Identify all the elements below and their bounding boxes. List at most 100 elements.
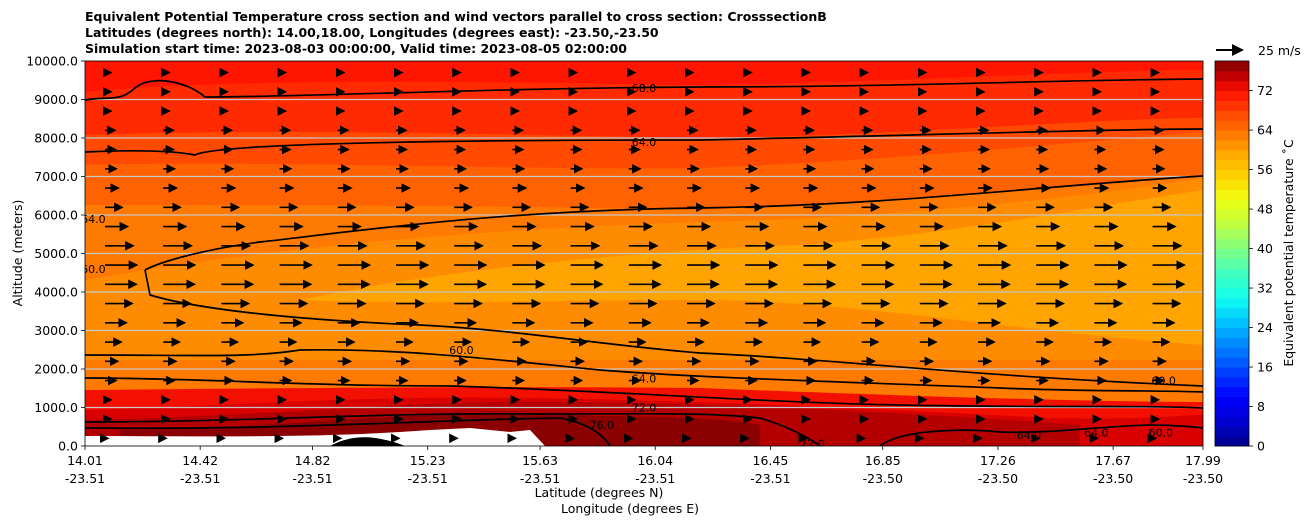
contour-label: 60.0 [1149,427,1174,440]
wind-reference-label: 25 m/s [1258,43,1301,58]
colorbar-step [1215,61,1249,72]
colorbar-step [1215,209,1249,220]
contour-64-4 [85,348,1203,393]
colorbar-tick-label: 48 [1257,202,1273,217]
colorbar-step [1215,288,1249,299]
colorbar-step [1215,110,1249,121]
wind-reference-key: 25 m/s [1216,43,1301,58]
colorbar-step [1215,367,1249,378]
terrain-lowland [85,428,545,446]
gridlines [85,98,1203,409]
contour-76-7 [85,417,611,446]
x-tick-label-lon: -23.51 [65,471,105,486]
contour-64-1 [85,128,1203,156]
y-tick-label: 2000.0 [34,362,78,377]
x-tick-label-lon: -23.51 [635,471,675,486]
colorbar-step [1215,149,1249,161]
colorbar-tick-label: 72 [1257,83,1273,98]
colorbar: 0 8 16 24 32 40 48 56 64 72 [1214,60,1273,454]
colorbar-step [1215,130,1249,141]
temperature-bands [85,70,1203,446]
colorbar-step [1215,406,1249,417]
colorbar-frame [1214,60,1250,447]
terrain [85,428,545,446]
contour-label: 60.0 [449,344,474,357]
colorbar-step [1215,278,1249,289]
x-axis: 14.01 -23.51 14.42 -23.51 14.82 -23.51 15.23 -2… [65,446,1223,486]
contour-label: 64.0 [632,136,657,149]
colorbar-label: Equivalent potential temperature ˚C [1281,139,1296,367]
x-tick-label-lat: 16.85 [865,453,901,468]
contour-label: 60.0 [81,263,106,276]
colorbar-step [1215,347,1249,358]
colorbar-step [1215,317,1249,329]
x-tick-label-lat: 16.45 [753,453,789,468]
y-axis: 0.0 1000.0 2000.0 3000.0 4000.0 5000.0 6000.0 7… [26,54,85,454]
colorbar-step [1215,139,1249,151]
colorbar-step [1215,307,1249,319]
x-tick-label-lat: 15.23 [410,453,446,468]
colorbar-step [1215,426,1249,437]
colorbar-tick-label: 8 [1257,399,1265,414]
contour-64-8 [879,424,1203,446]
colorbar-step [1215,80,1249,92]
y-tick-label: 10000.0 [26,54,78,69]
colorbar-step [1215,258,1249,269]
x-tick-label-lat: 17.99 [1185,453,1221,468]
x-tick-label-lon: -23.51 [750,471,790,486]
y-tick-label: 1000.0 [34,400,78,415]
colorbar-step [1215,436,1249,447]
y-tick-label: 6000.0 [34,208,78,223]
x-tick-label-lon: -23.50 [978,471,1018,486]
x-tick-label-lon: -23.50 [1183,471,1223,486]
colorbar-step [1215,228,1249,240]
colorbar-step [1215,70,1249,82]
x-tick-label-lat: 17.26 [980,453,1016,468]
contour-label: 72.0 [632,402,657,415]
x-tick-label-lat: 16.04 [637,453,673,468]
x-tick-label-lat: 17.67 [1095,453,1131,468]
x-tick-label-lon: -23.51 [292,471,332,486]
colorbar-step [1215,297,1249,309]
colorbar-step [1215,396,1249,408]
y-tick-label: 9000.0 [34,92,78,107]
contour-label: 68.0 [632,82,657,95]
colorbar-step [1215,218,1249,230]
title-line-3: Simulation start time: 2023-08-03 00:00:… [85,41,627,56]
colorbar-step [1215,120,1249,131]
title-line-2: Latitudes (degrees north): 14.00,18.00, … [85,25,659,40]
contour-72-5 [85,377,1203,409]
y-tick-label: 7000.0 [34,169,78,184]
x-tick-label-lat: 15.63 [522,453,558,468]
colorbar-step [1215,90,1249,101]
contour-label: 64.0 [81,213,106,226]
contour-68-0 [85,78,1203,101]
colorbar-step [1215,169,1249,180]
band-58 [300,190,1203,345]
colorbar-step [1215,357,1249,368]
y-tick-label: 0.0 [58,439,78,454]
colorbar-step [1215,189,1249,200]
colorbar-step [1215,100,1249,111]
colorbar-tick-label: 32 [1257,281,1273,296]
terrain-hill [330,437,405,446]
x-tick-label-lon: -23.50 [1093,471,1133,486]
colorbar-tick-label: 40 [1257,241,1273,256]
y-tick-label: 4000.0 [34,285,78,300]
colorbar-step [1215,248,1249,259]
contour-lines [85,78,1203,446]
colorbar-step [1215,238,1249,250]
x-tick-label-lat: 14.82 [295,453,331,468]
contour-label: 76.0 [590,419,615,432]
x-tick-label-lon: -23.51 [180,471,220,486]
colorbar-step [1215,159,1249,171]
colorbar-tick-label: 0 [1257,439,1265,454]
colorbar-step [1215,386,1249,398]
contour-76-6 [85,412,821,446]
colorbar-step [1215,416,1249,427]
chart-title: Equivalent Potential Temperature cross s… [85,9,827,56]
y-axis-label: Altitude (meters) [10,200,25,307]
contour-label: 72.0 [800,438,825,451]
y-tick-label: 3000.0 [34,323,78,338]
